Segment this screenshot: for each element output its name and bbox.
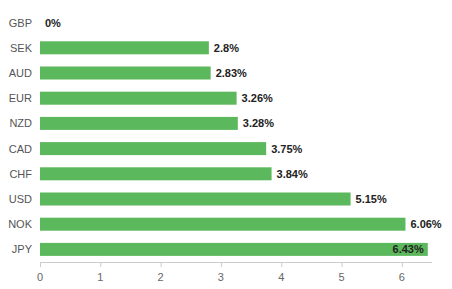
tick-mark xyxy=(40,262,41,267)
category-label: CHF xyxy=(9,168,32,180)
bar xyxy=(40,41,209,54)
data-label: 2.83% xyxy=(216,67,247,79)
bar xyxy=(40,243,428,256)
bar xyxy=(40,67,211,80)
bar xyxy=(40,218,405,231)
category-label: EUR xyxy=(9,92,32,104)
bar xyxy=(40,16,41,29)
chart-container: 0 1 2 3 4 5 6 GBP SEK AUD EUR NZD CAD CHF USD NOK JPY 0% 2… xyxy=(0,0,452,289)
category-label: NZD xyxy=(9,117,32,129)
tick-mark xyxy=(342,262,343,267)
category-label: CAD xyxy=(9,143,32,155)
category-label: GBP xyxy=(9,17,32,29)
bar xyxy=(40,142,266,155)
tick-label: 3 xyxy=(218,271,224,283)
data-label: 3.26% xyxy=(242,92,273,104)
tick-mark xyxy=(402,262,403,267)
data-label: 2.8% xyxy=(214,42,239,54)
tick-mark xyxy=(281,262,282,267)
bar xyxy=(40,193,351,206)
data-label: 0% xyxy=(45,17,61,29)
bar xyxy=(40,92,237,105)
data-label: 6.06% xyxy=(410,218,441,230)
tick-label: 2 xyxy=(158,271,164,283)
data-label: 3.75% xyxy=(271,143,302,155)
category-label: SEK xyxy=(10,42,33,54)
x-axis-line xyxy=(40,262,432,263)
bars xyxy=(40,41,428,256)
bar xyxy=(40,167,272,180)
tick-mark xyxy=(221,262,222,267)
tick-label: 4 xyxy=(278,271,284,283)
tick-label: 1 xyxy=(97,271,103,283)
tick-label: 5 xyxy=(338,271,344,283)
category-label: NOK xyxy=(8,218,33,230)
tick-label: 0 xyxy=(37,271,43,283)
chart: 0 1 2 3 4 5 6 GBP SEK AUD EUR NZD CAD CHF USD NOK JPY 0% 2… xyxy=(0,0,452,289)
category-label: JPY xyxy=(12,243,33,255)
category-label: USD xyxy=(9,193,32,205)
category-label: AUD xyxy=(9,67,32,79)
bar xyxy=(40,117,238,130)
tick-mark xyxy=(161,262,162,267)
data-label: 5.15% xyxy=(356,193,387,205)
data-label: 3.84% xyxy=(277,168,308,180)
data-label: 6.43% xyxy=(393,243,424,255)
tick-label: 6 xyxy=(399,271,405,283)
tick-mark xyxy=(100,262,101,267)
data-label: 3.28% xyxy=(243,117,274,129)
